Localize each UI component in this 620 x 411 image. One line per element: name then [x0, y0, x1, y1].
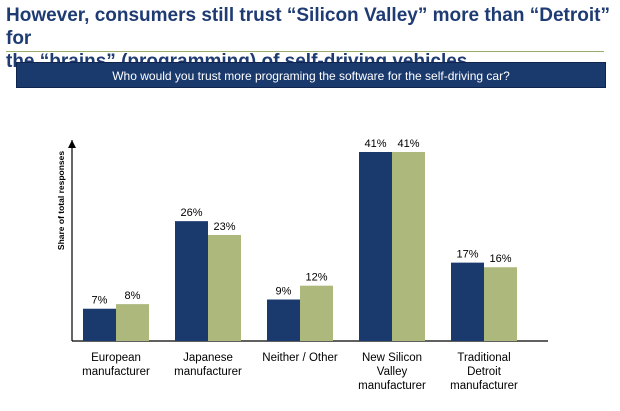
- bar-2-5: [484, 267, 517, 341]
- data-label-1-5: 17%: [456, 249, 478, 261]
- data-label-2-4: 41%: [397, 138, 419, 150]
- category-label-5: Traditional Detroit manufacturer: [450, 352, 518, 392]
- title-line-1: However, consumers still trust “Silicon …: [6, 5, 610, 49]
- bar-2-4: [392, 152, 425, 341]
- bar-1-1: [83, 308, 116, 341]
- bar-1-4: [359, 152, 392, 341]
- question-text: Who would you trust more programing the …: [112, 69, 510, 83]
- bar-1-3: [267, 299, 300, 341]
- data-label-2-1: 8%: [125, 290, 141, 302]
- category-label-4: New Silicon Valley manufacturer: [358, 352, 426, 392]
- category-label-2: Japanese manufacturer: [174, 352, 242, 378]
- bar-2-2: [208, 234, 241, 341]
- data-label-2-2: 23%: [213, 221, 235, 233]
- data-label-1-4: 41%: [364, 138, 386, 150]
- data-label-1-3: 9%: [276, 286, 292, 298]
- y-axis-arrow-icon: [68, 140, 76, 148]
- question-banner: Who would you trust more programing the …: [16, 62, 606, 88]
- title-divider: [6, 51, 604, 52]
- data-label-2-5: 16%: [489, 253, 511, 265]
- bar-2-1: [116, 304, 149, 341]
- category-label-3: Neither / Other: [262, 352, 338, 364]
- data-label-2-3: 12%: [305, 272, 327, 284]
- data-label-1-1: 7%: [92, 295, 108, 307]
- bar-2-3: [300, 285, 333, 341]
- bar-1-2: [175, 221, 208, 341]
- y-axis-label: Share of total responses: [56, 151, 66, 250]
- category-label-1: European manufacturer: [82, 352, 150, 378]
- bar-1-5: [451, 262, 484, 341]
- data-label-1-2: 26%: [180, 207, 202, 219]
